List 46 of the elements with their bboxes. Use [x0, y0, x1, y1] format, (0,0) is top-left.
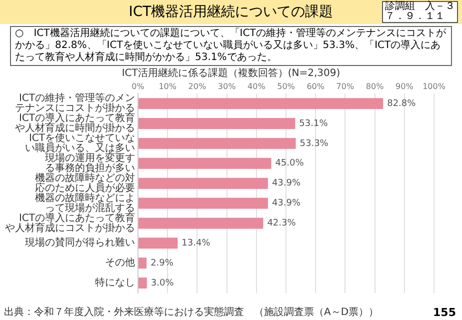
bar	[138, 278, 147, 289]
data-label: 43.9%	[272, 178, 301, 189]
data-label: 43.9%	[272, 198, 301, 209]
bar	[138, 118, 296, 129]
x-tick-label: 80%	[366, 82, 384, 91]
data-label: 53.3%	[300, 138, 329, 149]
x-tick-label: 10%	[158, 82, 177, 91]
y-tick-label: 現場の運用を変更する事務的負担が多い	[45, 152, 135, 174]
x-tick-label: 30%	[218, 82, 236, 91]
x-tick-label: 90%	[396, 82, 414, 91]
data-label: 13.4%	[182, 238, 211, 248]
y-tick-label: その他	[105, 256, 135, 269]
text: 155	[433, 306, 456, 319]
x-tick-label: 70%	[336, 82, 354, 91]
x-tick-label: 0%	[132, 82, 145, 91]
x-tick-label: 40%	[248, 82, 266, 91]
bar	[138, 138, 296, 149]
x-tick-label: 100%	[422, 82, 446, 91]
data-label: 2.9%	[150, 258, 174, 268]
bar	[138, 258, 147, 269]
bar	[138, 238, 178, 249]
y-tick-label: 特になし	[95, 276, 135, 289]
x-tick-label: 60%	[306, 82, 325, 91]
data-label: 53.1%	[299, 118, 328, 129]
bar	[138, 158, 272, 169]
y-tick-label: ICTの導入にあたって教育や人材育成にコストが掛かる	[5, 212, 135, 234]
bar	[138, 198, 268, 209]
data-label: 45.0%	[275, 158, 304, 169]
bar	[138, 218, 264, 229]
y-tick-label: 機器の故障時などの対応のために人員が必要	[35, 172, 135, 194]
text: ○ ICT機器活用継続についての課題について、「ICTの維持・管理等のメンテナンスにコストがかかる」82.8%、「ICTを使いこなせていない職員がいる又は多い」53.3%、「ICTの導入にあたって教育や人材育成に時間がかかる」53.1%であった。	[10, 26, 452, 66]
y-tick-label: ICTの導入にあたって教育や人材育成に時間が掛かる	[15, 112, 135, 134]
text: 診調組 入－３	[385, 1, 455, 12]
x-tick-label: 50%	[277, 82, 296, 91]
data-label: 82.8%	[387, 98, 416, 109]
text: ７．９．１１	[385, 11, 446, 22]
x-tick-label: 20%	[188, 82, 206, 91]
bar	[138, 178, 268, 189]
y-tick-label: 現場の賛同が得られ難い	[25, 236, 135, 249]
chart-title: ICT機器活用継続についての課題	[128, 3, 334, 21]
data-label: 42.3%	[267, 218, 296, 229]
y-tick-label: 機器の故障時などによって現場が混乱する	[35, 192, 135, 214]
data-label: 3.0%	[150, 278, 174, 288]
bar	[138, 98, 384, 110]
chart-subtitle: ICT活用継続に係る課題（複数回答）(N=2,309)	[120, 68, 342, 80]
source-note: 出典：令和７年度入院・外来医療等における実態調査 （施設調査票（A～D票））	[4, 307, 379, 319]
